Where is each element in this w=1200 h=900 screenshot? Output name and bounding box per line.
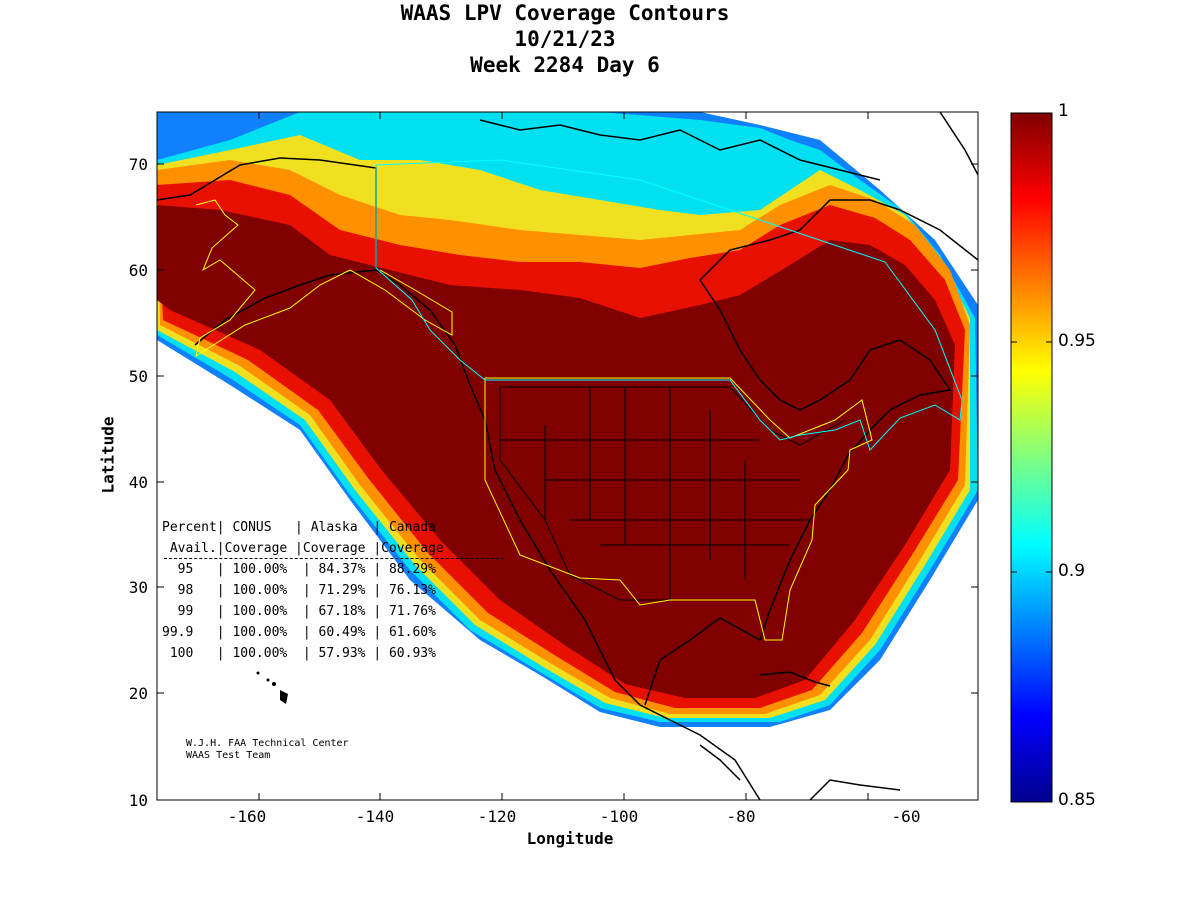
stats-separator xyxy=(164,558,504,559)
stats-header: Percent| CONUS | Alaska | Canada xyxy=(162,520,436,535)
title-line-2: 10/21/23 xyxy=(514,27,616,51)
colorbar-tick-label: 1 xyxy=(1058,101,1069,121)
ytick-label: 20 xyxy=(129,684,148,703)
stats-row: 98 | 100.00% | 71.29% | 76.13% xyxy=(162,583,436,598)
xtick-label: -160 xyxy=(228,807,267,826)
axis-ticks xyxy=(157,112,978,800)
ytick-label: 30 xyxy=(129,578,148,597)
colorbar xyxy=(1010,112,1053,803)
plot-frame xyxy=(156,111,979,801)
xtick-label: -140 xyxy=(356,807,395,826)
stats-row: 100 | 100.00% | 57.93% | 60.93% xyxy=(162,646,436,661)
coastlines xyxy=(157,112,978,800)
contour-band-full-coverage xyxy=(157,205,955,698)
coverage-stats-table: Percent| CONUS | Alaska | Canada Avail.|… xyxy=(162,517,504,664)
stats-row: 99 | 100.00% | 67.18% | 71.76% xyxy=(162,604,436,619)
ytick-label: 40 xyxy=(129,473,148,492)
hawaii-islands xyxy=(256,671,288,704)
ytick-label: 50 xyxy=(129,367,148,386)
tick-labels: -160 -140 -120 -100 -80 -60 10 20 30 40 … xyxy=(129,155,921,826)
credit-line: WAAS Test Team xyxy=(186,750,271,761)
canada-service-volume xyxy=(375,159,963,451)
coverage-contours xyxy=(157,112,978,727)
stats-row: 95 | 100.00% | 84.37% | 88.29% xyxy=(162,562,436,577)
colorbar-gradient xyxy=(1010,112,1053,803)
chart-title: WAAS LPV Coverage Contours 10/21/23 Week… xyxy=(0,0,1130,78)
xtick-label: -100 xyxy=(600,807,639,826)
xtick-label: -60 xyxy=(892,807,921,826)
conus-service-volume xyxy=(484,377,873,641)
xtick-label: -80 xyxy=(727,807,756,826)
ytick-label: 70 xyxy=(129,155,148,174)
title-line-1: WAAS LPV Coverage Contours xyxy=(400,1,730,25)
xtick-label: -120 xyxy=(478,807,517,826)
region-boundaries xyxy=(195,159,963,641)
y-axis-label: Latitude xyxy=(98,416,118,494)
stats-row: 99.9 | 100.00% | 60.49% | 61.60% xyxy=(162,625,436,640)
credit-block: W.J.H. FAA Technical Center WAAS Test Te… xyxy=(186,738,349,762)
colorbar-tick-label: 0.85 xyxy=(1058,790,1096,810)
ytick-label: 60 xyxy=(129,261,148,280)
ytick-label: 10 xyxy=(129,791,148,810)
stats-header: Avail.|Coverage |Coverage |Coverage xyxy=(162,541,444,556)
alaska-service-volume xyxy=(195,199,453,358)
credit-line: W.J.H. FAA Technical Center xyxy=(186,738,349,749)
x-axis-label: Longitude xyxy=(526,829,614,848)
colorbar-tick-label: 0.95 xyxy=(1058,331,1096,351)
title-line-3: Week 2284 Day 6 xyxy=(470,53,660,77)
colorbar-tick-label: 0.9 xyxy=(1058,561,1086,581)
